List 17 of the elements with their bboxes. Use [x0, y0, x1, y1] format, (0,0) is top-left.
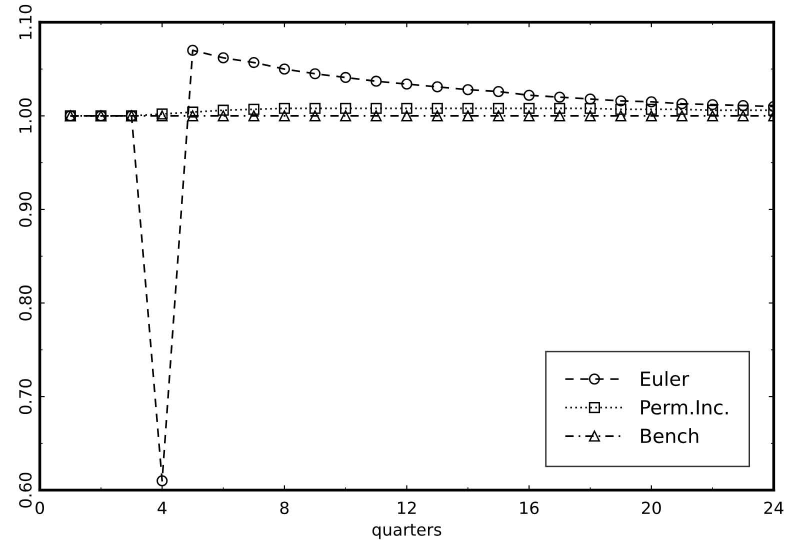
y-tick-label: 1.10: [19, 4, 32, 40]
y-tick-label: 0.60: [19, 472, 32, 508]
y-tick-label: 0.90: [19, 192, 32, 227]
legend-label: Bench: [641, 428, 698, 444]
legend-label: Euler: [641, 371, 690, 386]
x-tick-label: 16: [520, 502, 539, 514]
x-axis-title: quarters: [372, 524, 442, 540]
y-tick-label: 0.80: [19, 286, 32, 320]
x-tick-label: 0: [36, 502, 44, 514]
y-tick-label: 1.00: [19, 98, 32, 133]
y-tick-label: 0.70: [19, 379, 32, 414]
x-tick-label: 20: [642, 502, 661, 514]
x-tick-label: 8: [280, 502, 289, 514]
legend-label: Perm.Inc.: [641, 400, 728, 415]
x-tick-label: 24: [764, 502, 784, 514]
x-tick-label: 12: [398, 502, 416, 514]
x-tick-label: 4: [158, 502, 166, 514]
